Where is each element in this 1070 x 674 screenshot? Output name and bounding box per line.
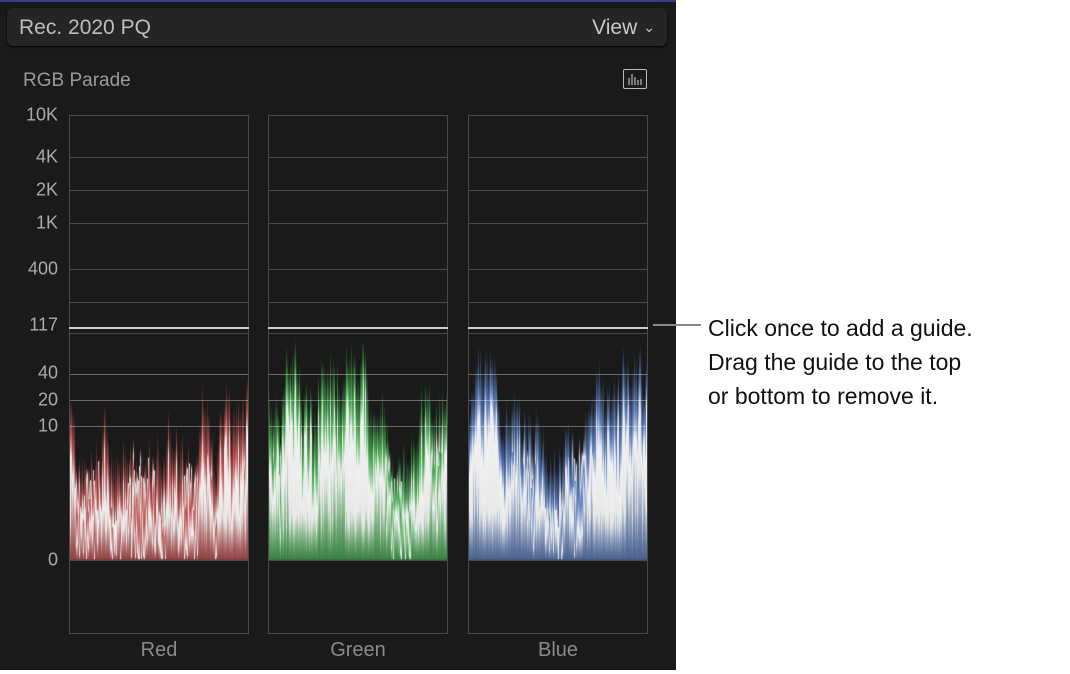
y-tick-label: 400 (27, 258, 58, 279)
gridline (469, 560, 647, 561)
y-tick-label: 10K (25, 104, 58, 125)
gridline (269, 560, 447, 561)
gridline (469, 302, 647, 303)
view-label: View (592, 16, 638, 39)
gridline (70, 560, 248, 561)
gridline (70, 190, 248, 191)
channel-label-blue: Blue (537, 639, 579, 661)
gridline (269, 333, 447, 334)
green-channel-graph[interactable] (268, 115, 448, 634)
y-tick-label: 40 (37, 362, 58, 383)
guide-line[interactable] (69, 327, 249, 329)
callout-leader-line (653, 324, 701, 326)
waveform-trace (70, 116, 248, 633)
gridline (70, 374, 248, 375)
scope-type-label: RGB Parade (23, 70, 131, 91)
gridline (269, 302, 447, 303)
gridline (269, 374, 447, 375)
guide-line[interactable] (468, 327, 648, 329)
gridline (70, 223, 248, 224)
gridline (469, 157, 647, 158)
gridline (70, 400, 248, 401)
gridline (469, 333, 647, 334)
y-tick-label: 1K (35, 212, 58, 233)
gridline (269, 223, 447, 224)
channel-label-red: Red (140, 639, 178, 661)
guide-line[interactable] (268, 327, 448, 329)
gridline (469, 223, 647, 224)
y-tick-label: 10 (37, 415, 58, 436)
waveform-display-icon[interactable] (623, 69, 647, 89)
channel-label-green: Green (330, 639, 386, 661)
blue-channel-graph[interactable] (468, 115, 648, 634)
red-channel-graph[interactable] (69, 115, 249, 634)
gridline (469, 400, 647, 401)
y-tick-label: 20 (37, 389, 58, 410)
gridline (70, 302, 248, 303)
video-scopes-panel: Rec. 2020 PQ View ⌄ RGB Parade 10K 4K 2K … (0, 0, 676, 670)
y-tick-label: 117 (29, 314, 58, 335)
gridline (269, 269, 447, 270)
gridline (469, 426, 647, 427)
waveform-trace (469, 116, 647, 633)
gridline (269, 190, 447, 191)
gridline (469, 190, 647, 191)
chevron-down-icon: ⌄ (643, 19, 655, 35)
y-tick-label: 0 (47, 549, 58, 570)
color-space-label: Rec. 2020 PQ (19, 16, 151, 39)
gridline (469, 374, 647, 375)
gridline (269, 400, 447, 401)
gridline (70, 426, 248, 427)
gridline (70, 269, 248, 270)
gridline (70, 157, 248, 158)
callout-text: Click once to add a guide. Drag the guid… (708, 315, 973, 409)
y-tick-label: 2K (35, 179, 58, 200)
view-menu-button[interactable]: View ⌄ (592, 16, 655, 40)
gridline (70, 333, 248, 334)
waveform-trace (269, 116, 447, 633)
scope-header-bar: Rec. 2020 PQ View ⌄ (7, 8, 667, 46)
gridline (469, 269, 647, 270)
y-tick-label: 4K (35, 146, 58, 167)
gridline (269, 426, 447, 427)
gridline (269, 157, 447, 158)
